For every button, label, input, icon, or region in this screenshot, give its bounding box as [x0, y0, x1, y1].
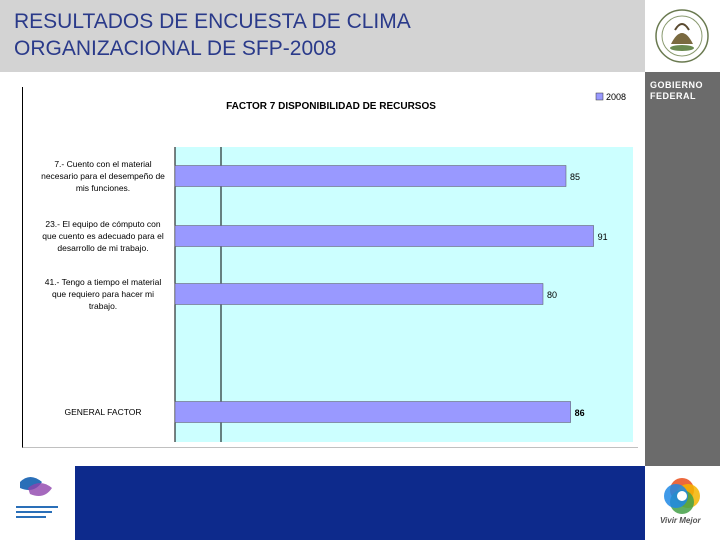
data-label-1: 85 — [570, 172, 580, 182]
vivir-mejor-logo — [645, 466, 720, 540]
chart-frame: FACTOR 7 DISPONIBILIDAD DE RECURSOS 2008… — [22, 87, 638, 448]
bar-3 — [174, 283, 544, 305]
data-label-4: 86 — [575, 408, 585, 418]
mexico-seal-logo — [645, 0, 720, 72]
category-label-2: 23.- El equipo de cómputo con que cuento … — [42, 219, 164, 253]
gobierno-federal-label: GOBIERNO FEDERAL — [650, 80, 704, 101]
vivir-mejor-flower-icon — [664, 478, 700, 514]
vivir-mejor-label: Vivir Mejor — [660, 516, 701, 525]
bar-4 — [174, 401, 571, 423]
header-bar: RESULTADOS DE ENCUESTA DE CLIMA ORGANIZA… — [0, 0, 645, 72]
footer-bar — [75, 466, 645, 540]
category-label-1: 7.- Cuento con el material necesario para… — [41, 159, 165, 193]
bar-2 — [174, 225, 594, 247]
data-label-3: 80 — [547, 290, 557, 300]
legend: 2008 — [595, 92, 626, 102]
page-title: RESULTADOS DE ENCUESTA DE CLIMA ORGANIZA… — [14, 10, 411, 60]
category-labels-group: 7.- Cuento con el material necesario para… — [41, 159, 165, 417]
data-label-2: 91 — [598, 232, 608, 242]
legend-swatch — [595, 92, 604, 101]
category-label-4: GENERAL FACTOR — [65, 407, 142, 417]
category-label-3: 41.- Tengo a tiempo el material que requi… — [45, 277, 162, 311]
inmujeres-logo — [0, 466, 75, 540]
bars-group: 85 91 80 86 — [174, 165, 608, 423]
inmujeres-logo-mark — [16, 477, 58, 518]
bar-chart: FACTOR 7 DISPONIBILIDAD DE RECURSOS 2008… — [41, 92, 633, 442]
side-panel — [645, 0, 720, 540]
bar-1 — [174, 165, 567, 187]
chart-title: FACTOR 7 DISPONIBILIDAD DE RECURSOS — [226, 101, 436, 112]
eagle-seal-icon — [655, 9, 709, 63]
legend-label: 2008 — [606, 92, 626, 102]
